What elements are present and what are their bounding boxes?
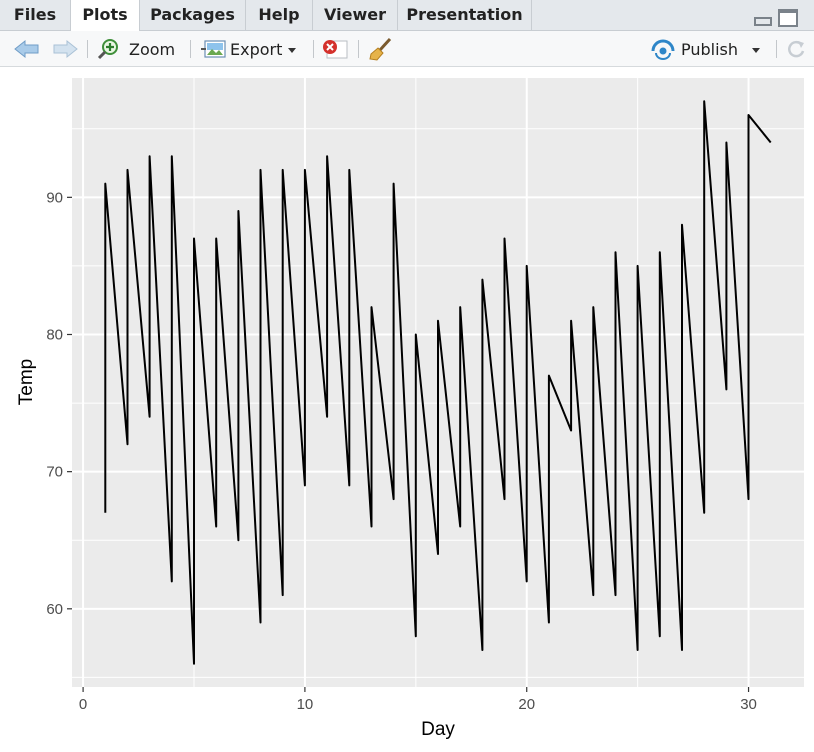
remove-plot-icon [323,40,348,59]
tab-help[interactable]: Help [246,0,313,31]
forward-arrow-icon [53,39,78,59]
toolbar-separator [313,40,314,58]
publish-label: Publish [681,39,739,59]
refresh-button[interactable] [784,31,808,67]
refresh-icon [788,40,805,58]
zoom-icon [97,39,118,60]
x-tick-label: 0 [79,696,87,713]
export-label: Export [230,39,283,59]
chevron-down-icon [288,48,297,53]
publish-button[interactable]: Publish [650,31,761,67]
toolbar-separator [776,40,777,58]
tab-presentation[interactable]: Presentation [398,0,532,31]
y-tick-label: 80 [46,326,63,343]
tab-packages[interactable]: Packages [140,0,246,31]
export-icon [201,40,226,58]
plot-canvas: 0 10 20 30 60 70 80 90 Day Temp [0,67,814,752]
temp-series-line [104,100,772,665]
tab-plots[interactable]: Plots [71,0,140,32]
toolbar-separator [358,40,359,58]
x-tick-label: 30 [740,696,757,713]
y-tick-label: 70 [46,464,63,481]
chevron-down-icon [752,48,761,53]
y-axis: 60 70 80 90 [46,189,72,618]
zoom-button[interactable]: Zoom [97,31,175,67]
x-tick-label: 10 [297,696,314,713]
zoom-label: Zoom [129,39,176,59]
export-button[interactable]: Export [200,31,297,67]
tab-viewer[interactable]: Viewer [313,0,398,31]
maximize-pane-icon[interactable] [778,9,798,27]
tab-files[interactable]: Files [0,0,71,31]
x-axis: 0 10 20 30 [79,687,757,713]
back-arrow-icon [14,39,39,59]
window-controls [754,9,800,29]
y-tick-label: 60 [46,601,63,618]
pane-tab-bar: Files Plots Packages Help Viewer Present… [0,0,814,32]
x-axis-title: Day [421,719,455,740]
publish-icon [651,39,675,60]
y-tick-label: 90 [46,189,63,206]
toolbar-separator [87,40,88,58]
x-tick-label: 20 [518,696,535,713]
y-axis-title: Temp [16,359,37,405]
minimize-pane-icon[interactable] [754,17,772,26]
toolbar-separator [190,40,191,58]
clear-all-button[interactable] [368,31,394,67]
broom-icon [369,37,392,61]
forward-button[interactable] [52,31,78,67]
plots-toolbar: Zoom Export Publish [0,31,814,67]
remove-plot-button[interactable] [321,31,349,67]
back-button[interactable] [14,31,40,67]
